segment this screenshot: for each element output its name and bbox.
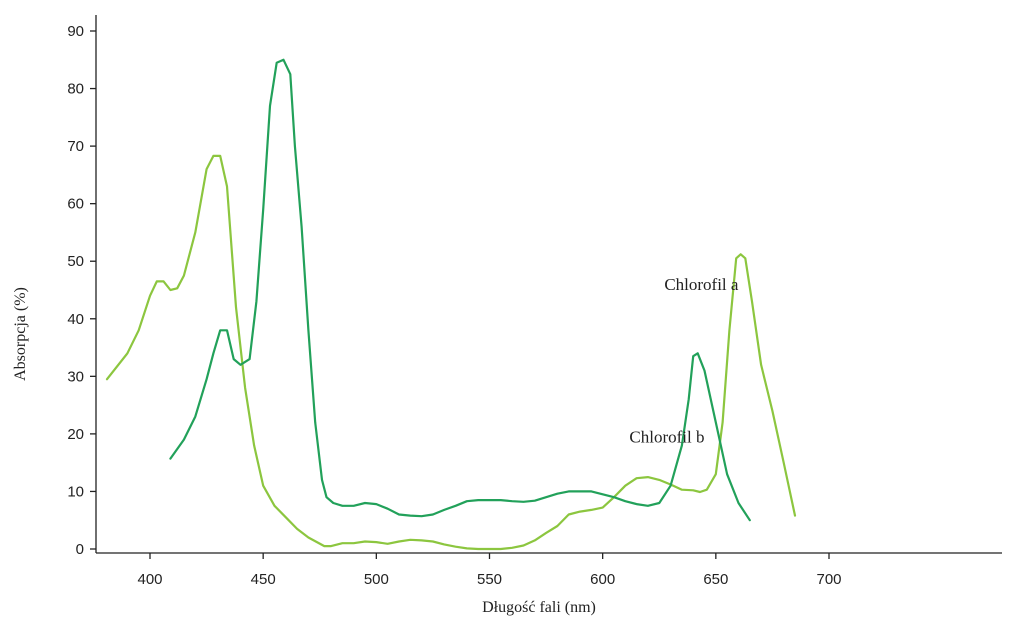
x-tick-label: 400 <box>137 571 162 588</box>
x-tick-label: 700 <box>816 571 841 588</box>
y-tick-label: 80 <box>67 81 84 98</box>
y-tick-label: 0 <box>76 541 84 558</box>
chlorofil-b-line <box>169 58 751 522</box>
y-tick-label: 70 <box>67 138 84 155</box>
x-tick-label: 650 <box>703 571 728 588</box>
chlorofil-a-label: Chlorofil a <box>664 275 739 294</box>
y-tick-label: 60 <box>67 196 84 213</box>
chlorofil-b-label: Chlorofil b <box>629 428 704 447</box>
y-tick-label: 90 <box>67 23 84 40</box>
series-lines <box>105 58 797 551</box>
x-tick-label: 450 <box>251 571 276 588</box>
x-tick-label: 500 <box>364 571 389 588</box>
y-tick-label: 30 <box>67 368 84 385</box>
axes <box>95 15 1002 554</box>
x-tick-label: 550 <box>477 571 502 588</box>
chlorofil-a-line <box>105 154 797 551</box>
y-tick-label: 10 <box>67 483 84 500</box>
y-axis-label: Absorpcja (%) <box>12 287 29 381</box>
y-tick-label: 50 <box>67 253 84 270</box>
x-axis-label: Długość fali (nm) <box>482 599 596 616</box>
x-ticks: 400 450 500 550 600 650 700 <box>137 553 842 588</box>
y-ticks: 0 10 20 30 40 50 60 70 80 90 <box>67 23 96 558</box>
series-annotations: Chlorofil a Chlorofil b <box>629 275 738 447</box>
y-tick-label: 20 <box>67 426 84 443</box>
y-tick-label: 40 <box>67 311 84 328</box>
x-tick-label: 600 <box>590 571 615 588</box>
